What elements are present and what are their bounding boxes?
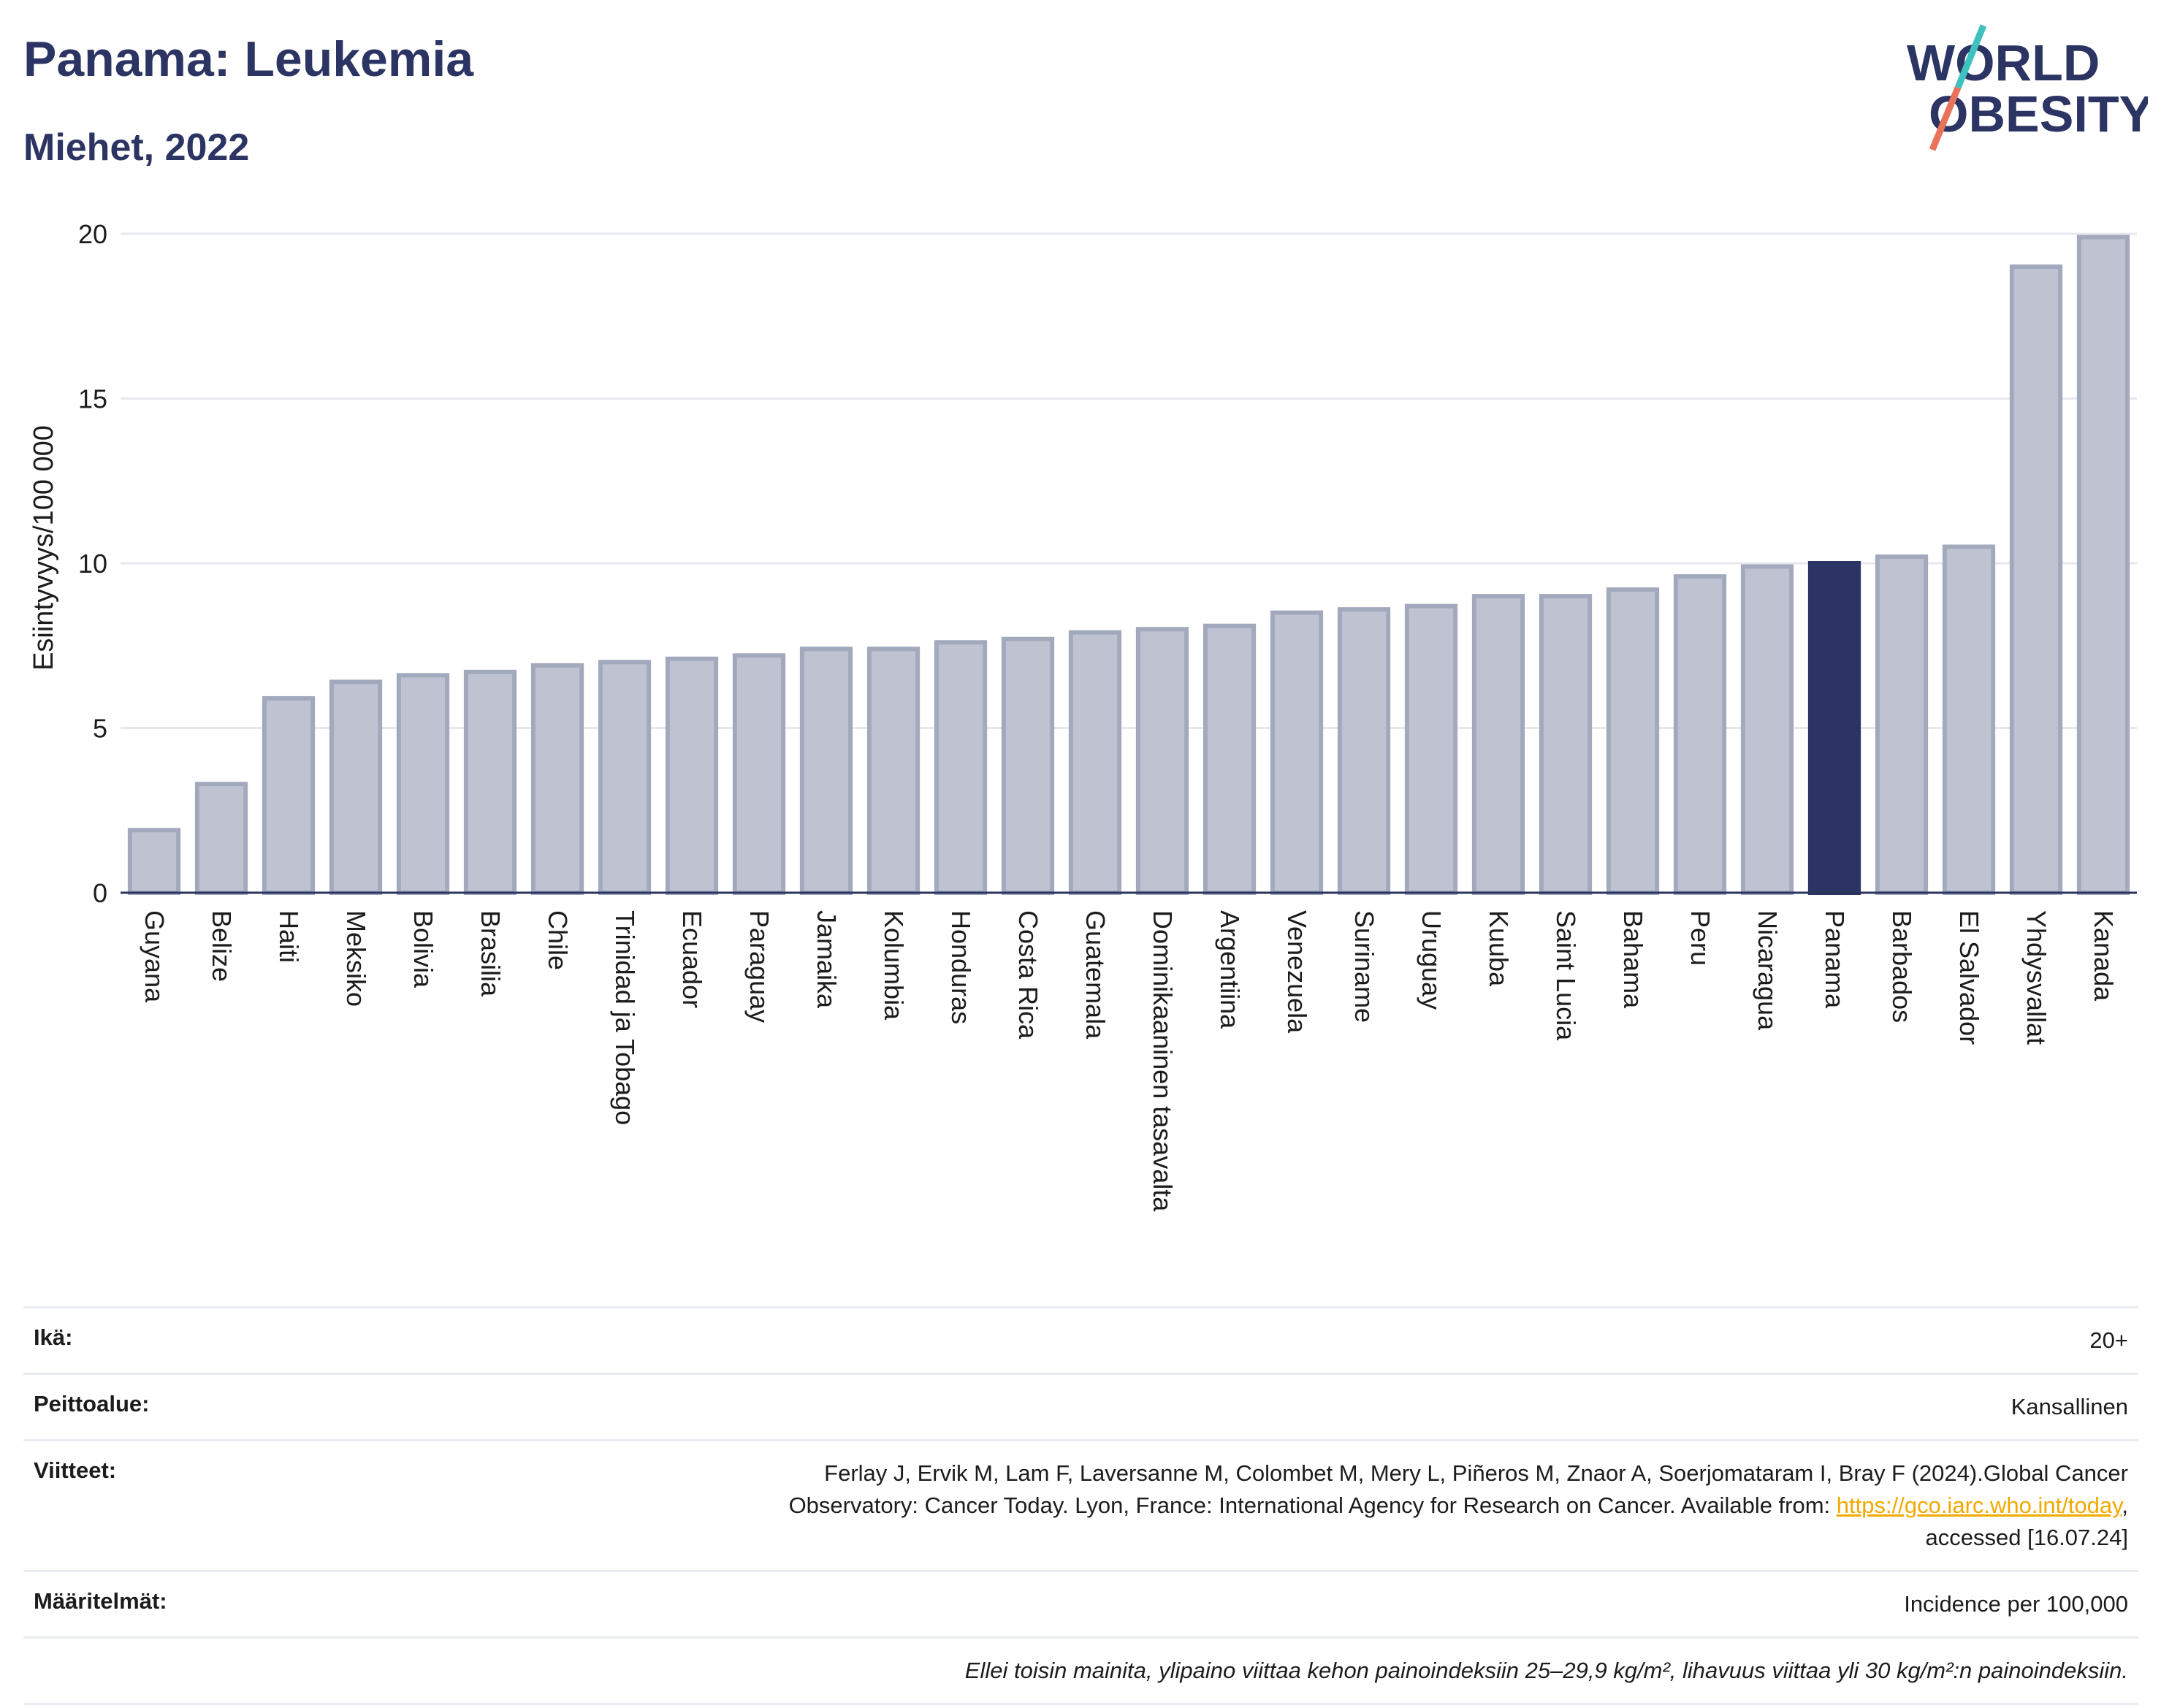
x-tick-label: Guatemala (1080, 910, 1110, 1040)
bar-el-salvador (1942, 544, 1996, 895)
bar-chart: 0 5 10 15 20 Guyana Belize Haiti Meksiko Bolivia… (28, 219, 2137, 1212)
references-link[interactable]: https://gco.iarc.who.int/today (1836, 1492, 2122, 1518)
x-tick-label: Meksiko (341, 910, 371, 1007)
x-tick-label: Uruguay (1417, 910, 1447, 1010)
x-tick-label: Bolivia (408, 910, 438, 988)
x-tick-label: Haiti (274, 910, 304, 963)
x-tick-label: Peru (1685, 910, 1715, 966)
bar-bolivia (396, 673, 450, 896)
bar-uruguay (1404, 603, 1458, 895)
logo-slash-top (1954, 24, 1987, 89)
age-label: Ikä: (34, 1324, 73, 1350)
x-tick-label: Trinidad ja Tobago (610, 910, 640, 1125)
definitions-label: Määritelmät: (34, 1588, 167, 1614)
x-tick-label: Ecuador (677, 910, 707, 1008)
coverage-label: Peittoalue: (34, 1391, 150, 1417)
x-tick-label: Suriname (1349, 910, 1379, 1023)
bar-ecuador (665, 656, 719, 895)
x-tick-label: Argentiina (1215, 910, 1245, 1029)
bar-trinidad-ja-tobago (598, 660, 652, 895)
bar-haiti (262, 695, 316, 895)
bar-honduras (934, 640, 988, 895)
y-axis-label: Esiintyvyys/100 000 (28, 425, 59, 671)
x-tick-label: Dominikaaninen tasavalta (1148, 910, 1178, 1212)
world-obesity-logo: WORLD OBESITY (1907, 24, 2148, 151)
bar-paraguay (732, 653, 786, 896)
x-tick-label: Venezuela (1282, 910, 1312, 1034)
x-tick-label: Paraguay (744, 910, 774, 1023)
x-tick-label: Belize (207, 910, 237, 982)
meta-row-age: Ikä: 20+ (23, 1306, 2138, 1373)
bar-meksiko (329, 679, 383, 895)
x-tick-label: Chile (543, 910, 573, 970)
bar-dominikaaninen-tasavalta (1135, 627, 1189, 895)
page-title: Panama: Leukemia (23, 31, 474, 87)
meta-row-coverage: Peittoalue: Kansallinen (23, 1373, 2138, 1439)
references-line1: Ferlay J, Ervik M, Lam F, Laversanne M, … (824, 1460, 2128, 1486)
y-tick-label: 0 (93, 878, 107, 908)
x-tick-label: Bahama (1618, 910, 1648, 1009)
references-label: Viitteet: (34, 1457, 117, 1483)
bar-guatemala (1068, 630, 1122, 896)
bar-peru (1673, 574, 1727, 895)
meta-row-definitions: Määritelmät: Incidence per 100,000 (23, 1570, 2138, 1636)
references-line2: Observatory: Cancer Today. Lyon, France:… (788, 1492, 1837, 1518)
age-value: 20+ (2089, 1327, 2128, 1353)
x-tick-label: Saint Lucia (1551, 910, 1581, 1041)
references-line2-end: , (2122, 1492, 2128, 1518)
meta-row-note: Ellei toisin mainita, ylipaino viittaa k… (23, 1636, 2138, 1705)
coverage-value: Kansallinen (2011, 1394, 2128, 1419)
y-tick-label: 10 (78, 549, 107, 579)
bar-chile (530, 663, 584, 895)
bar-guyana (127, 828, 181, 896)
x-tick-label: El Salvador (1954, 910, 1984, 1045)
x-axis: Guyana Belize Haiti Meksiko Bolivia Brasilia C… (121, 891, 2137, 1212)
x-tick-label: Panama (1820, 910, 1850, 1009)
bar-venezuela (1270, 610, 1324, 896)
references-line3: accessed [16.07.24] (1925, 1525, 2128, 1550)
logo-line2: OBESITY (1929, 85, 2148, 142)
x-tick-label: Kuuba (1484, 910, 1514, 987)
y-tick-label: 15 (78, 384, 107, 414)
x-tick-label: Kanada (2089, 910, 2119, 1002)
x-tick-label: Yhdysvallat (2021, 910, 2051, 1045)
bar-nicaragua (1740, 564, 1794, 895)
bar-costa-rica (1001, 636, 1055, 895)
bar-brasilia (463, 669, 517, 896)
x-tick-label: Barbados (1887, 910, 1917, 1023)
meta-row-references: Viitteet: Ferlay J, Ervik M, Lam F, Lave… (23, 1439, 2138, 1570)
x-tick-label: Brasilia (476, 910, 506, 997)
definitions-value: Incidence per 100,000 (1904, 1591, 2128, 1617)
x-tick-label: Nicaragua (1753, 910, 1783, 1031)
bar-kuuba (1471, 594, 1525, 895)
bar-bahama (1606, 587, 1660, 896)
x-tick-label: Costa Rica (1013, 910, 1043, 1040)
bar-yhdysvallat (2009, 264, 2063, 896)
y-tick-label: 20 (78, 219, 107, 249)
bar-jamaika (799, 647, 853, 895)
obesity-note: Ellei toisin mainita, ylipaino viittaa k… (964, 1658, 2128, 1683)
y-axis: 0 5 10 15 20 (78, 219, 107, 908)
x-tick-label: Kolumbia (879, 910, 909, 1021)
bars (127, 235, 2130, 896)
references-value: Ferlay J, Ervik M, Lam F, Laversanne M, … (789, 1457, 2128, 1554)
bar-barbados (1875, 554, 1929, 895)
page-subtitle: Miehet, 2022 (23, 126, 250, 169)
logo-line1: WORLD (1907, 34, 2100, 91)
metadata-table: Ikä: 20+ Peittoalue: Kansallinen Viittee… (23, 1306, 2138, 1705)
x-tick-label: Guyana (140, 910, 169, 1003)
bar-saint-lucia (1539, 594, 1593, 895)
bar-kolumbia (866, 647, 921, 895)
bar-kanada (2076, 235, 2130, 895)
logo-slash-bottom (1929, 86, 1962, 151)
bar-belize (194, 782, 248, 896)
bar-panama (1807, 561, 1861, 895)
bar-argentiina (1203, 623, 1257, 895)
y-tick-label: 5 (93, 714, 107, 744)
bar-suriname (1337, 607, 1391, 895)
x-tick-label: Jamaika (812, 910, 842, 1009)
x-tick-label: Honduras (946, 910, 976, 1024)
